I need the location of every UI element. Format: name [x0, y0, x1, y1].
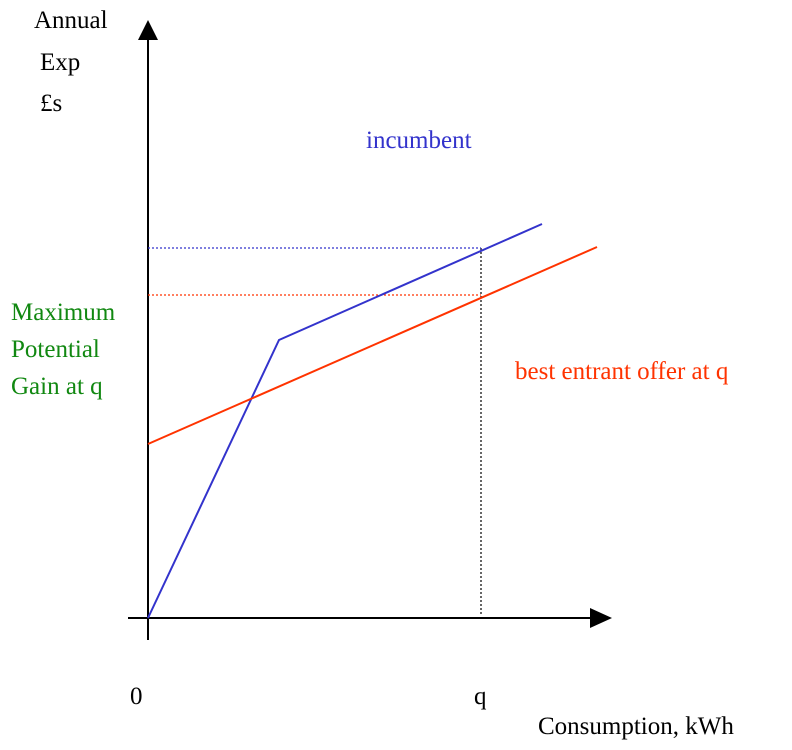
entrant-offer-line	[147, 246, 598, 445]
incumbent-label: incumbent	[366, 127, 472, 154]
entrant-label: best entrant offer at q	[515, 358, 729, 385]
y-axis-label-line-3: £s	[40, 90, 62, 117]
y-axis-label-line-1: Annual	[34, 7, 108, 34]
origin-label: 0	[130, 683, 143, 710]
x-axis-arrowhead	[590, 608, 612, 628]
gain-label-line-2: Potential	[11, 336, 100, 363]
x-axis-label: Consumption, kWh	[538, 713, 734, 740]
gain-label-line-1: Maximum	[11, 299, 116, 326]
gain-label-line-3: Gain at q	[11, 373, 103, 400]
q-label: q	[474, 683, 487, 710]
incumbent-tariff-line	[147, 223, 543, 619]
y-axis-arrowhead	[138, 20, 158, 40]
y-axis-label-line-2: Exp	[40, 49, 80, 76]
